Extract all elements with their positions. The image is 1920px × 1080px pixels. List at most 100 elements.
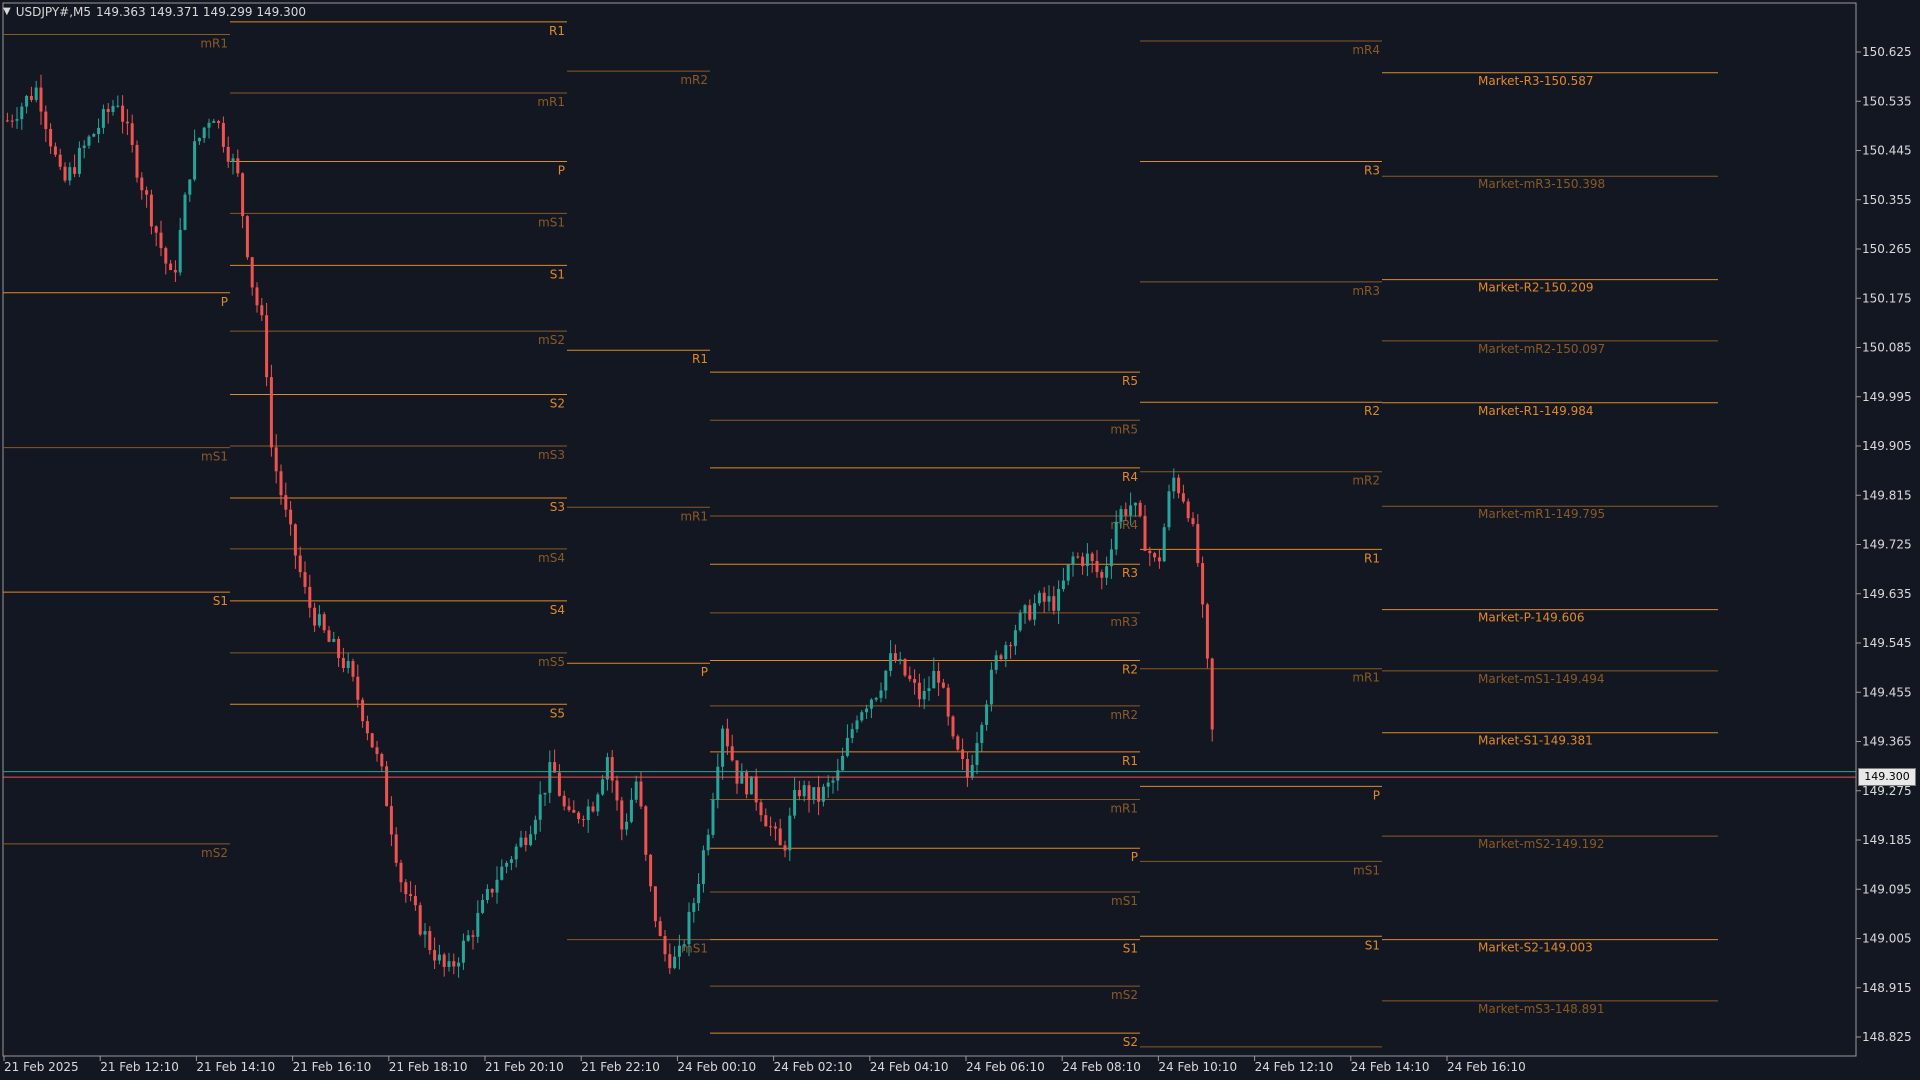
candle-bull — [860, 712, 864, 721]
candle-bear — [658, 921, 662, 937]
candle-bull — [116, 105, 120, 107]
time-tick-label: 21 Feb 16:10 — [293, 1060, 372, 1074]
pivot-label: P — [701, 665, 708, 679]
candle-bull — [25, 95, 29, 107]
plot-border — [2, 2, 1857, 1057]
candle-bull — [889, 653, 893, 671]
candle-bear — [442, 954, 446, 967]
candle-bull — [476, 912, 480, 937]
candle-bull — [601, 779, 605, 795]
candle-bull — [505, 862, 509, 867]
candle-bear — [365, 721, 369, 734]
candle-bull — [985, 704, 989, 725]
candle-bear — [351, 661, 355, 677]
candle-bear — [1196, 524, 1200, 564]
candle-bull — [111, 106, 115, 113]
candle-bear — [1009, 645, 1013, 647]
price-tick-label: 150.085 — [1862, 341, 1912, 355]
price-tick-label: 150.535 — [1862, 94, 1912, 108]
candle-bull — [529, 834, 533, 846]
candle-bear — [1210, 658, 1214, 730]
pivot-label: mR4 — [1110, 518, 1138, 532]
candle-bull — [673, 956, 677, 969]
candle-bear — [1028, 605, 1032, 620]
chart-frame — [2, 2, 1857, 1057]
candle-bull — [836, 770, 840, 781]
time-tick-label: 24 Feb 00:10 — [677, 1060, 756, 1074]
candle-bull — [922, 691, 926, 700]
chart-header[interactable]: ▼ USDJPY#,M5 149.363 149.371 149.299 149… — [3, 3, 306, 21]
candle-bull — [1037, 592, 1041, 604]
pivot-label: R1 — [692, 352, 708, 366]
pivot-label: P — [221, 295, 228, 309]
candle-bear — [591, 806, 595, 812]
candle-bull — [1114, 521, 1118, 550]
candle-bull — [932, 671, 936, 689]
candle-bear — [769, 826, 773, 828]
pivot-label: mR2 — [1110, 708, 1138, 722]
candle-bear — [1148, 550, 1152, 554]
candle-bull — [1071, 556, 1075, 565]
time-tick-label: 21 Feb 22:10 — [581, 1060, 660, 1074]
candle-bear — [653, 886, 657, 922]
candle-bear — [399, 862, 403, 883]
pivot-label: R4 — [1122, 470, 1138, 484]
candle-bull — [1167, 491, 1171, 528]
time-axis: 21 Feb 2025 21 Feb 12:10 21 Feb 14:10 21 Fe… — [3, 1056, 1526, 1074]
candle-bear — [797, 790, 801, 797]
candle-bear — [289, 509, 293, 525]
candle-bear — [783, 845, 787, 851]
candle-bull — [1133, 502, 1137, 506]
candle-bear — [1205, 604, 1209, 659]
candle-bear — [1153, 553, 1157, 558]
candle-bull — [927, 688, 931, 692]
candle-bull — [423, 931, 427, 935]
candle-bear — [130, 123, 134, 145]
candle-bear — [308, 586, 312, 608]
candle-bear — [620, 800, 624, 830]
candle-bear — [903, 659, 907, 676]
candle-bear — [951, 716, 955, 737]
candle-bull — [716, 766, 720, 800]
current-price-lines — [3, 771, 1856, 778]
candle-bull — [629, 799, 633, 822]
candle-bear — [1090, 553, 1094, 561]
candle-bull — [1061, 580, 1065, 590]
price-tick-label: 149.905 — [1862, 439, 1912, 453]
candle-bear — [63, 166, 67, 181]
candle-bear — [553, 762, 557, 773]
candle-bull — [457, 962, 461, 967]
candle-bull — [831, 780, 835, 783]
candle-bull — [865, 708, 869, 713]
candle-bull — [706, 834, 710, 851]
candle-bull — [1162, 527, 1166, 562]
candle-bear — [39, 87, 43, 112]
candle-bear — [1201, 563, 1205, 605]
candle-bear — [269, 377, 273, 448]
pivot-label: mS4 — [538, 551, 565, 565]
candle-bull — [692, 903, 696, 912]
candle-bull — [850, 729, 854, 738]
candle-bull — [1057, 589, 1061, 611]
candle-bear — [140, 177, 144, 191]
collapse-triangle-icon[interactable]: ▼ — [3, 6, 11, 17]
candle-bear — [1177, 477, 1181, 494]
candle-bull — [447, 961, 451, 967]
candle-bear — [361, 699, 365, 722]
candle-bear — [135, 144, 139, 178]
candle-bear — [1081, 556, 1085, 567]
pivot-label: S5 — [550, 706, 565, 720]
candle-bear — [409, 894, 413, 896]
pivot-label: mR3 — [1352, 284, 1380, 298]
market-level-label: Market-mS1-149.494 — [1478, 672, 1604, 686]
candle-bull — [1119, 509, 1123, 522]
candle-bear — [250, 257, 254, 288]
candle-bear — [893, 653, 897, 662]
candle-bull — [1018, 612, 1022, 631]
pivot-label: mS2 — [538, 333, 565, 347]
candle-bear — [389, 806, 393, 835]
candle-bear — [5, 120, 9, 122]
candles — [5, 74, 1214, 978]
pivot-label: mR4 — [1352, 43, 1380, 57]
